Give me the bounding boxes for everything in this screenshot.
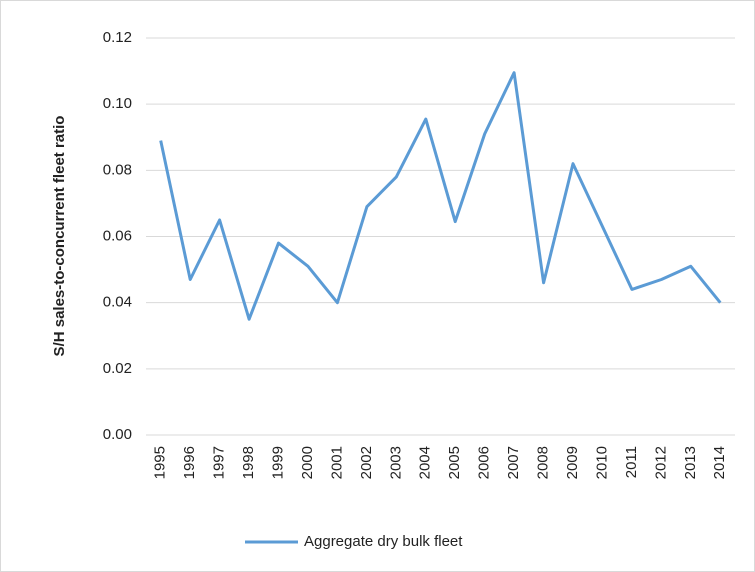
y-tick-label: 0.04 [103,294,132,311]
x-tick-label: 1998 [240,446,257,479]
x-tick-label: 2008 [535,446,552,479]
y-tick-label: 0.06 [103,227,132,244]
data-line [159,71,722,321]
x-tick-label: 2006 [476,446,493,479]
x-tick-label: 2003 [387,446,404,479]
x-tick-label: 1999 [269,446,286,479]
x-tick-label: 2004 [417,446,434,479]
x-tick-label: 1996 [181,446,198,479]
x-tick-label: 2012 [652,446,669,479]
x-tick-label: 2013 [682,446,699,479]
y-tick-label: 0.02 [103,360,132,377]
x-tick-label: 2014 [711,446,728,479]
x-tick-label: 1997 [211,446,228,479]
y-tick-label: 0.08 [103,161,132,178]
x-tick-label: 2001 [328,446,345,479]
x-tick-label: 2007 [505,446,522,479]
y-tick-label: 0.00 [103,426,132,443]
x-tick-label: 2005 [446,446,463,479]
x-tick-label: 2010 [593,446,610,479]
x-tick-label: 2009 [564,446,581,479]
y-tick-label: 0.12 [103,29,132,46]
legend-label: Aggregate dry bulk fleet [304,533,463,550]
x-tick-label: 2002 [358,446,375,479]
x-tick-label: 2011 [623,446,640,478]
y-tick-label: 0.10 [103,95,132,112]
x-tick-label: 1995 [152,446,169,479]
x-tick-label: 2000 [299,446,316,479]
y-axis-title: S/H sales-to-concurrent fleet ratio [51,116,68,357]
